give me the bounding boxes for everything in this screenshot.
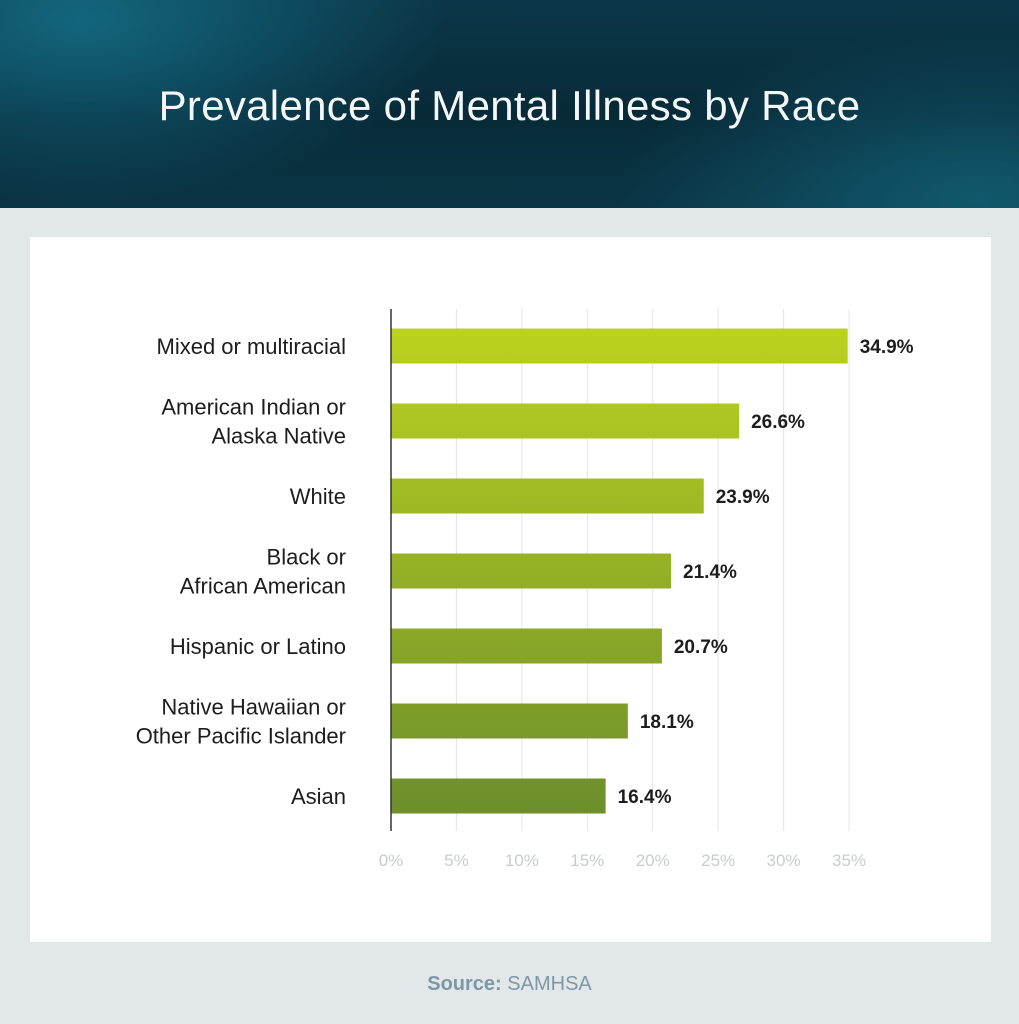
- bar-value-label: 23.9%: [716, 487, 770, 508]
- category-label-line: Asian: [291, 784, 346, 809]
- x-tick-label: 35%: [832, 851, 866, 870]
- x-tick-label: 25%: [701, 851, 735, 870]
- bar-value-label: 26.6%: [751, 412, 805, 433]
- bar: [391, 703, 628, 739]
- category-label: American Indian or Alaska Native: [161, 395, 346, 449]
- x-tick-label: 0%: [379, 851, 404, 870]
- bar: [391, 778, 606, 814]
- x-tick-label: 20%: [636, 851, 670, 870]
- bar: [391, 553, 672, 589]
- category-label: Black or African American: [180, 545, 346, 599]
- category-label-line: Other Pacific Islander: [136, 724, 346, 749]
- category-label-line: White: [290, 484, 346, 509]
- bar-value-label: 16.4%: [618, 787, 672, 808]
- bar-value-label: 18.1%: [640, 712, 694, 733]
- x-tick-label: 30%: [767, 851, 801, 870]
- x-tick-label: 15%: [570, 851, 604, 870]
- category-label-line: American Indian or: [161, 395, 346, 420]
- bars: [391, 328, 848, 814]
- category-label-line: African American: [180, 574, 346, 599]
- bar-value-label: 21.4%: [683, 562, 737, 583]
- chart-card: 0% 5% 10% 15% 20% 25% 30% 35% 34.9% Mixed or mult…: [30, 237, 991, 942]
- category-label: White: [290, 484, 346, 509]
- category-label: Native Hawaiian or Other Pacific Islander: [136, 695, 346, 749]
- x-tick-label: 5%: [444, 851, 469, 870]
- bar-chart: 0% 5% 10% 15% 20% 25% 30% 35% 34.9% Mixed or mult…: [136, 309, 914, 870]
- bar: [391, 403, 740, 439]
- category-label: Mixed or multiracial: [157, 334, 347, 359]
- category-label-line: Alaska Native: [211, 424, 346, 449]
- source-value: SAMHSA: [507, 973, 592, 995]
- x-tick-label: 10%: [505, 851, 539, 870]
- category-label-line: Hispanic or Latino: [170, 634, 346, 659]
- source-note: Source: SAMHSA: [0, 970, 1019, 998]
- category-label: Hispanic or Latino: [170, 634, 346, 659]
- bar-value-label: 20.7%: [674, 637, 728, 658]
- category-label: Asian: [291, 784, 346, 809]
- source-label: Source:: [427, 973, 502, 995]
- category-label-line: Black or: [267, 545, 346, 570]
- bar-value-label: 34.9%: [860, 337, 914, 358]
- bar: [391, 628, 662, 664]
- page-title: Prevalence of Mental Illness by Race: [158, 82, 861, 129]
- bar: [391, 478, 704, 514]
- labels: 0% 5% 10% 15% 20% 25% 30% 35% 34.9% Mixed or mult…: [136, 334, 914, 870]
- bar: [391, 328, 848, 364]
- category-label-line: Mixed or multiracial: [157, 334, 347, 359]
- header-banner: Prevalence of Mental Illness by Race: [0, 0, 1019, 208]
- category-label-line: Native Hawaiian or: [161, 695, 346, 720]
